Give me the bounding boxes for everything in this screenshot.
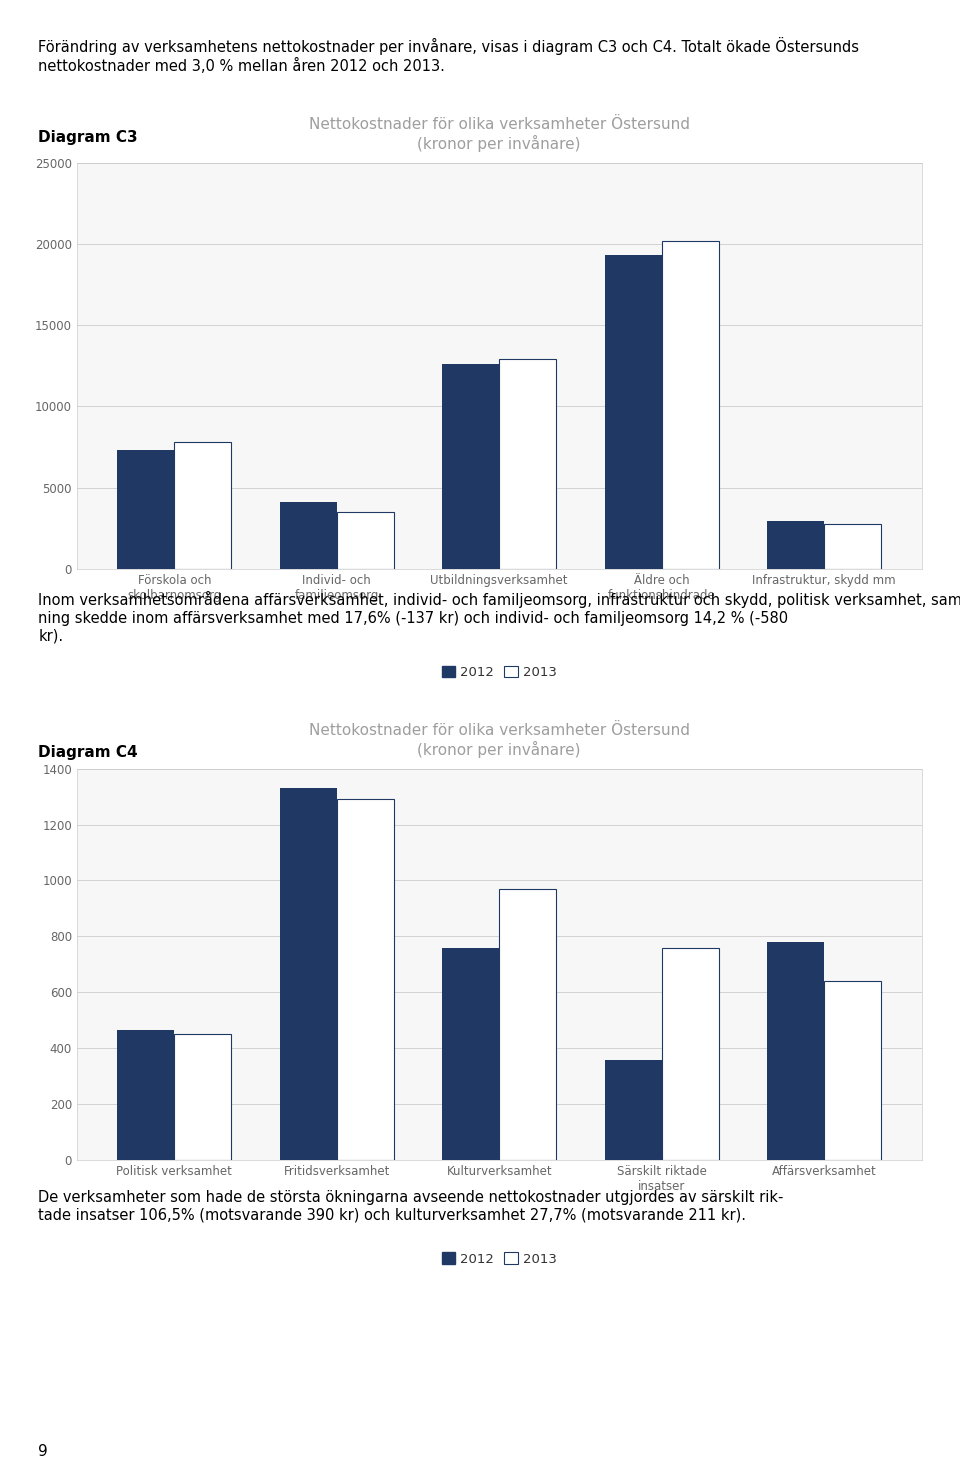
Bar (605, 1060, 661, 1160)
Legend: 2012, 2013: 2012, 2013 (436, 1247, 563, 1271)
Bar (824, 523, 881, 569)
Text: De verksamheter som hade de största ökningarna avseende nettokostnader utgjordes: De verksamheter som hade de största ökni… (38, 1190, 783, 1222)
Bar (499, 888, 556, 1160)
Text: Förändring av verksamhetens nettokostnader per invånare, visas i diagram C3 och : Förändring av verksamhetens nettokostnad… (38, 37, 859, 74)
Bar (605, 256, 661, 569)
Text: 9: 9 (38, 1444, 48, 1459)
Title: Nettokostnader för olika verksamheter Östersund
(kronor per invånare): Nettokostnader för olika verksamheter Ös… (309, 723, 689, 758)
Bar (767, 941, 824, 1160)
Bar (280, 788, 337, 1160)
Bar (337, 800, 394, 1160)
Bar (175, 442, 231, 569)
Text: Diagram C4: Diagram C4 (38, 745, 138, 760)
Bar (499, 359, 556, 569)
Text: Diagram C3: Diagram C3 (38, 130, 138, 145)
Bar (661, 947, 718, 1160)
Bar (443, 947, 499, 1160)
Text: Inom verksamhetsområdena affärsverksamhet, individ- och familjeomsorg, infrastru: Inom verksamhetsområdena affärsverksamhe… (38, 591, 960, 643)
Bar (337, 511, 394, 569)
Bar (117, 1030, 175, 1160)
Bar (661, 241, 718, 569)
Bar (443, 364, 499, 569)
Bar (767, 522, 824, 569)
Bar (280, 503, 337, 569)
Bar (117, 451, 175, 569)
Title: Nettokostnader för olika verksamheter Östersund
(kronor per invånare): Nettokostnader för olika verksamheter Ös… (309, 117, 689, 152)
Bar (824, 981, 881, 1160)
Legend: 2012, 2013: 2012, 2013 (436, 661, 563, 684)
Bar (175, 1035, 231, 1160)
